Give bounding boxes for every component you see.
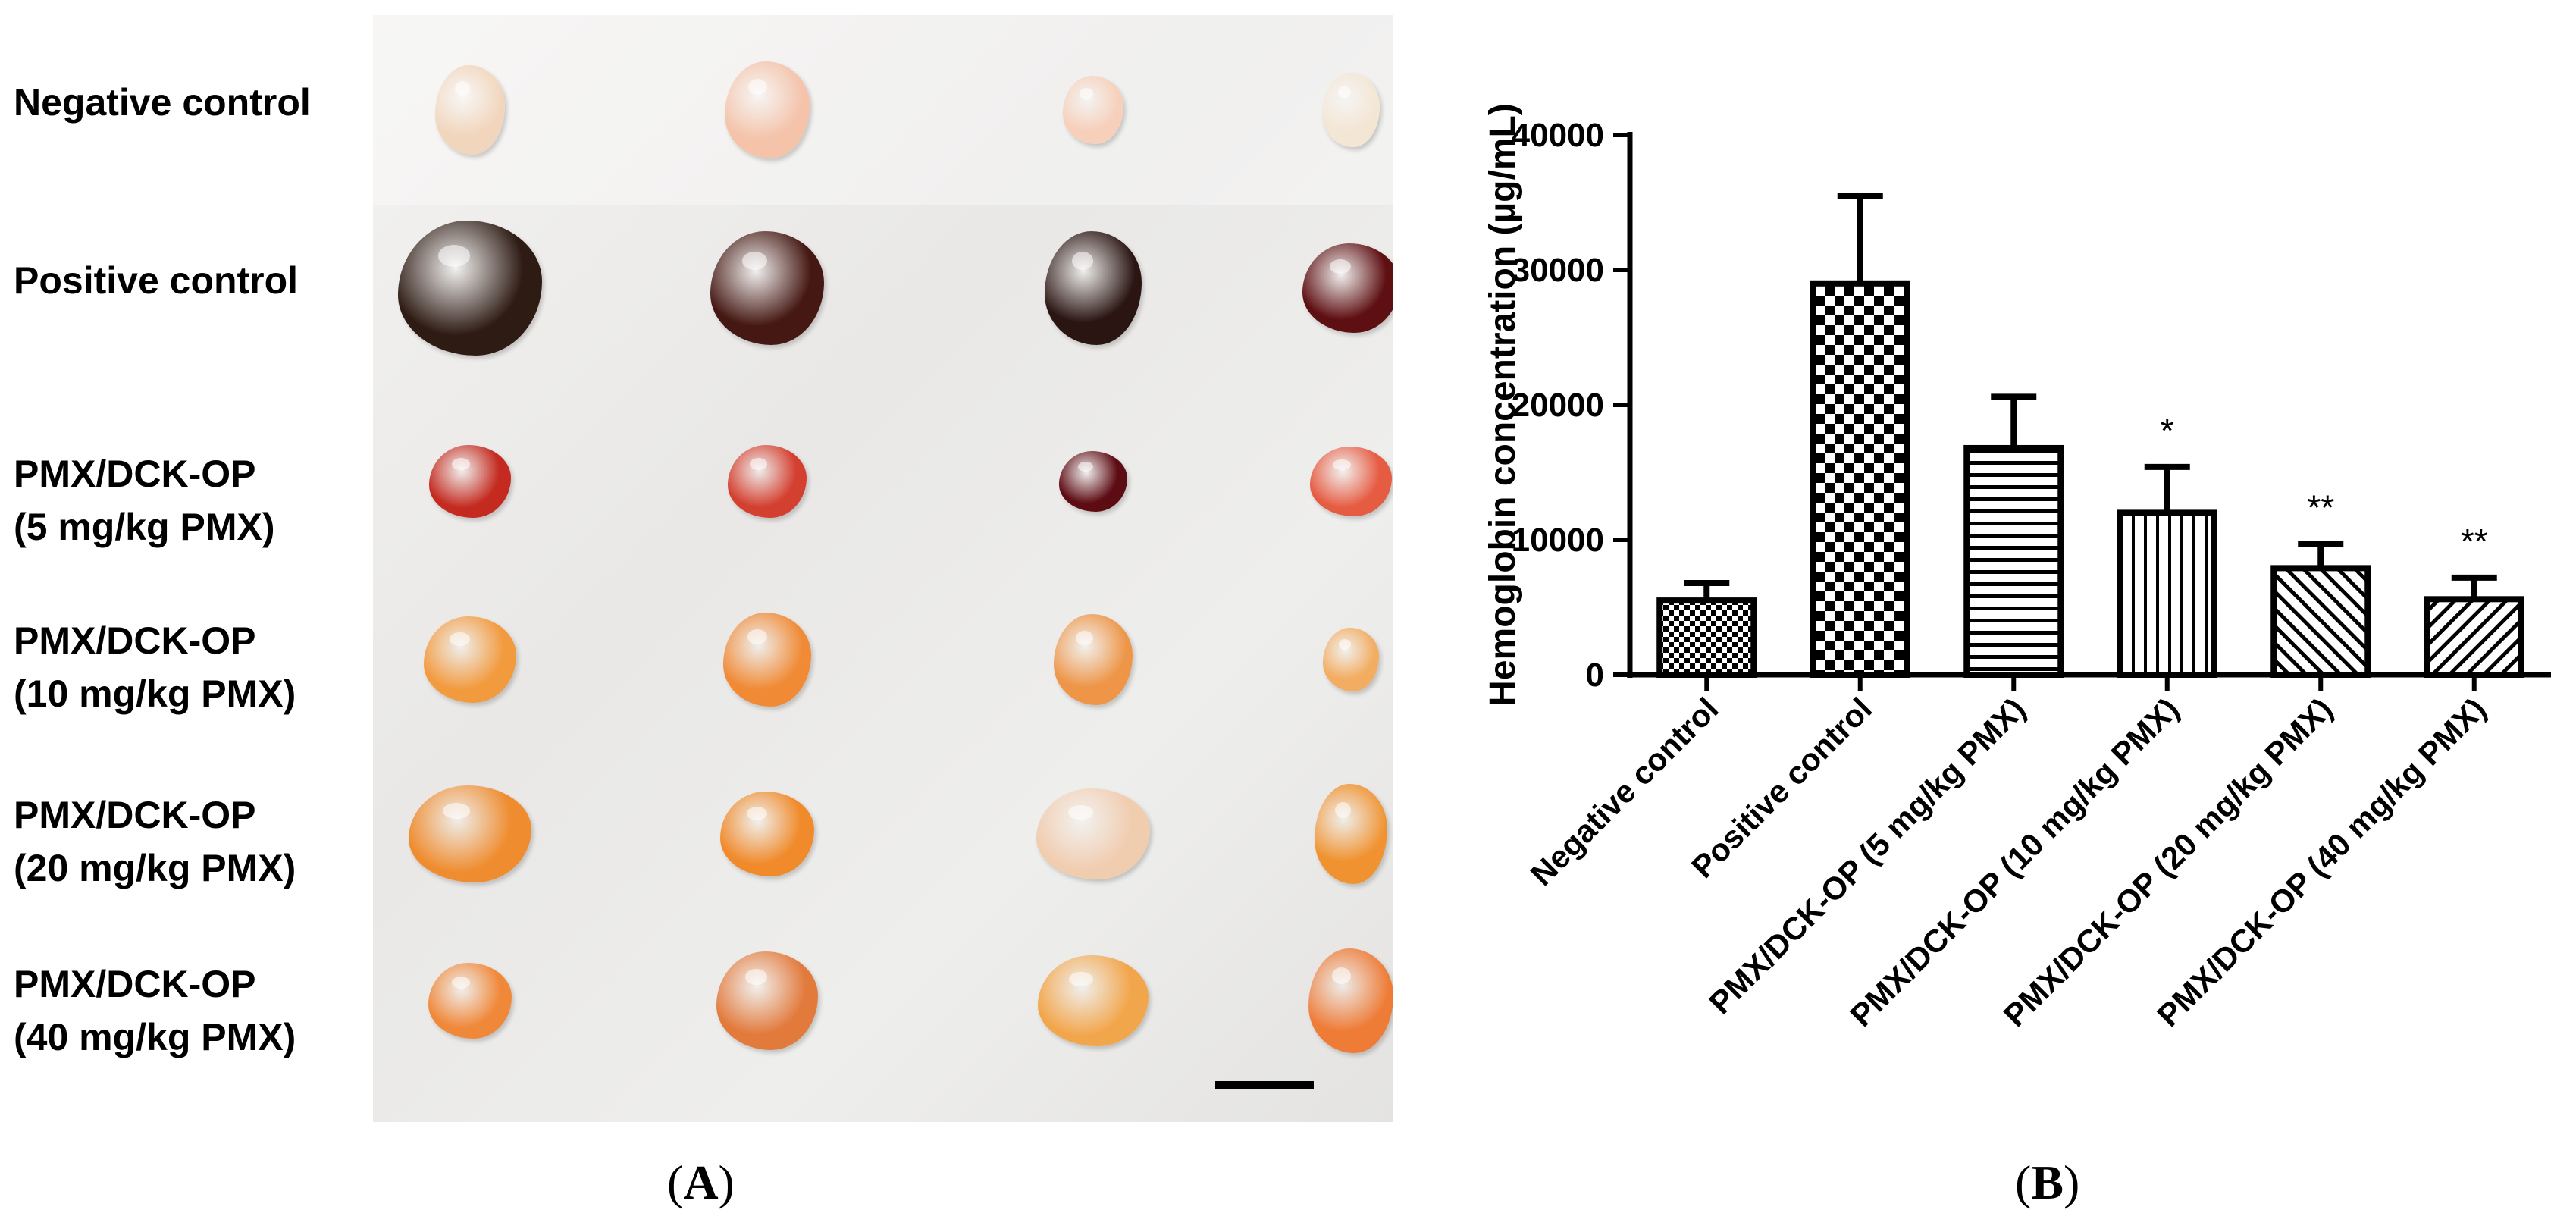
tissue-sample	[723, 613, 811, 707]
row-label-line1: PMX/DCK-OP	[14, 619, 256, 662]
tissue-sample	[424, 616, 516, 703]
row-label-5mg: PMX/DCK-OP (5 mg/kg PMX)	[14, 447, 274, 553]
tissue-sample	[409, 785, 531, 882]
tissue-sample	[720, 792, 814, 876]
y-tick-label: 0	[1586, 657, 1604, 694]
x-tick-label: PMX/DCK-OP (5 mg/kg PMX)	[1702, 691, 2032, 1020]
significance-marker: **	[2307, 487, 2334, 527]
tissue-sample	[710, 231, 824, 345]
panel-letter: B	[2031, 1155, 2064, 1209]
photo-highlight	[373, 15, 1393, 205]
scale-bar	[1215, 1081, 1314, 1089]
tissue-sample	[716, 951, 818, 1050]
row-label-10mg: PMX/DCK-OP (10 mg/kg PMX)	[14, 614, 296, 720]
row-label-line1: PMX/DCK-OP	[14, 453, 256, 495]
tissue-sample	[1054, 614, 1133, 705]
row-label-line2: (40 mg/kg PMX)	[14, 1016, 296, 1058]
tissue-sample	[1323, 628, 1379, 691]
tissue-sample	[429, 445, 511, 518]
panel-label-a: (A)	[667, 1155, 735, 1209]
row-label-line2: (5 mg/kg PMX)	[14, 506, 275, 548]
tissue-sample	[1036, 788, 1150, 879]
tissue-sample	[728, 445, 807, 518]
y-axis-title: Hemoglobin concentration (µg/mL)	[1483, 103, 1523, 707]
row-label-negative-control: Negative control	[14, 76, 311, 129]
row-label-20mg: PMX/DCK-OP (20 mg/kg PMX)	[14, 788, 296, 895]
tissue-sample	[1063, 76, 1123, 144]
tissue-sample	[398, 221, 542, 356]
x-tick-label: PMX/DCK-OP (20 mg/kg PMX)	[1997, 691, 2339, 1033]
tissue-sample	[1315, 784, 1387, 884]
tissue-sample	[1308, 948, 1393, 1053]
x-tick-label: PMX/DCK-OP (10 mg/kg PMX)	[1843, 691, 2186, 1033]
panel-letter: A	[683, 1155, 719, 1209]
tissue-sample	[1059, 451, 1127, 512]
tissue-sample	[1322, 73, 1380, 147]
row-label-line1: Negative control	[14, 81, 311, 124]
y-tick-label: 10000	[1512, 522, 1604, 559]
tissue-sample	[725, 61, 810, 158]
row-label-line1: PMX/DCK-OP	[14, 963, 256, 1005]
bar	[2424, 596, 2524, 679]
tissue-sample	[435, 65, 505, 155]
row-label-line1: PMX/DCK-OP	[14, 794, 256, 836]
row-label-40mg: PMX/DCK-OP (40 mg/kg PMX)	[14, 958, 296, 1064]
bar	[1656, 597, 1757, 678]
tissue-sample	[1302, 243, 1393, 333]
y-tick-label: 30000	[1512, 252, 1604, 289]
bar	[1810, 280, 1910, 678]
bar	[1963, 444, 2064, 679]
row-label-line1: Positive control	[14, 259, 299, 302]
row-label-positive-control: Positive control	[14, 254, 298, 307]
row-label-line2: (20 mg/kg PMX)	[14, 847, 296, 889]
y-tick-label: 40000	[1512, 117, 1604, 154]
x-tick-label: PMX/DCK-OP (40 mg/kg PMX)	[2150, 691, 2493, 1033]
tissue-sample	[1045, 231, 1142, 345]
y-tick-label: 20000	[1512, 387, 1604, 424]
tissue-sample	[428, 963, 512, 1039]
significance-marker: *	[2161, 411, 2174, 450]
bar	[2117, 509, 2217, 679]
significance-marker: **	[2461, 522, 2488, 561]
panel-label-b: (B)	[2015, 1155, 2080, 1209]
tissue-sample	[1038, 955, 1149, 1046]
bar	[2270, 565, 2371, 678]
tissue-photo	[373, 15, 1393, 1122]
row-label-line2: (10 mg/kg PMX)	[14, 672, 296, 715]
tissue-sample	[1310, 447, 1392, 516]
